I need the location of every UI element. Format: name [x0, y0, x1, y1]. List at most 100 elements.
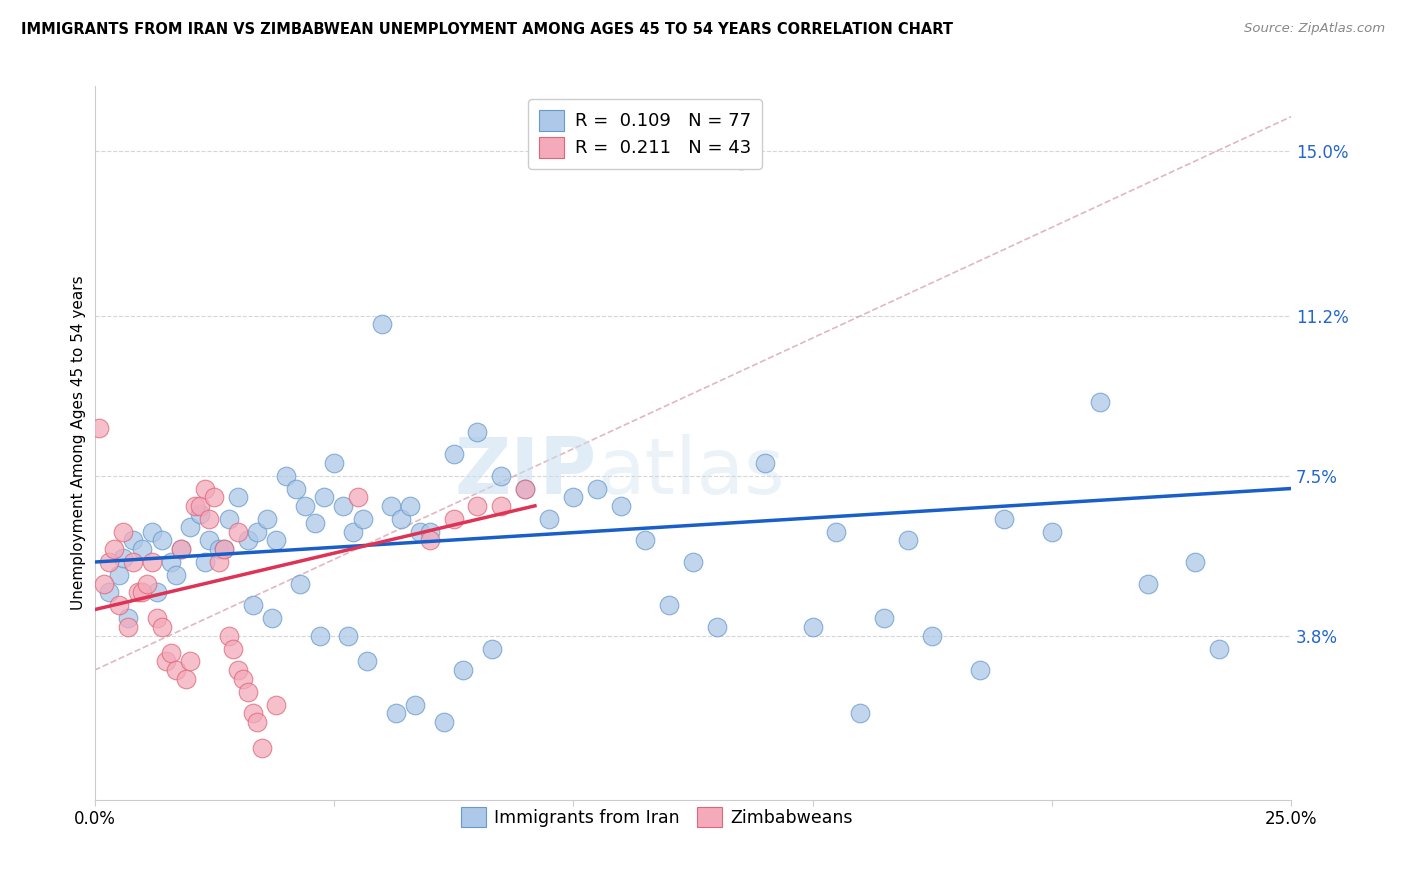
Point: [236, 685, 259, 699]
Point: [1088, 395, 1111, 409]
Point: [131, 542, 153, 557]
Point: [873, 611, 896, 625]
Point: [481, 641, 503, 656]
Point: [332, 499, 354, 513]
Point: [242, 599, 264, 613]
Point: [194, 555, 217, 569]
Point: [260, 611, 283, 625]
Point: [165, 568, 187, 582]
Point: [155, 655, 177, 669]
Text: Source: ZipAtlas.com: Source: ZipAtlas.com: [1244, 22, 1385, 36]
Point: [658, 599, 681, 613]
Point: [112, 550, 135, 565]
Point: [202, 490, 225, 504]
Point: [404, 698, 426, 712]
Point: [380, 499, 402, 513]
Point: [849, 706, 872, 721]
Point: [419, 524, 441, 539]
Point: [284, 482, 307, 496]
Y-axis label: Unemployment Among Ages 45 to 54 years: Unemployment Among Ages 45 to 54 years: [72, 276, 86, 610]
Point: [921, 628, 943, 642]
Point: [242, 706, 264, 721]
Point: [232, 672, 254, 686]
Point: [165, 663, 187, 677]
Point: [117, 620, 139, 634]
Point: [409, 524, 432, 539]
Point: [218, 512, 240, 526]
Point: [250, 741, 273, 756]
Point: [160, 646, 183, 660]
Text: IMMIGRANTS FROM IRAN VS ZIMBABWEAN UNEMPLOYMENT AMONG AGES 45 TO 54 YEARS CORREL: IMMIGRANTS FROM IRAN VS ZIMBABWEAN UNEMP…: [21, 22, 953, 37]
Point: [1208, 641, 1230, 656]
Point: [634, 533, 657, 548]
Point: [150, 620, 173, 634]
Point: [389, 512, 412, 526]
Point: [562, 490, 585, 504]
Point: [107, 568, 129, 582]
Point: [208, 542, 231, 557]
Point: [127, 585, 149, 599]
Point: [179, 655, 201, 669]
Point: [515, 482, 537, 496]
Point: [610, 499, 633, 513]
Point: [208, 555, 231, 569]
Point: [174, 672, 197, 686]
Point: [399, 499, 422, 513]
Point: [222, 641, 245, 656]
Point: [491, 468, 513, 483]
Point: [212, 542, 235, 557]
Point: [451, 663, 474, 677]
Point: [433, 714, 456, 729]
Point: [706, 620, 728, 634]
Point: [682, 555, 704, 569]
Point: [170, 542, 193, 557]
Point: [141, 555, 163, 569]
Text: atlas: atlas: [598, 434, 785, 509]
Point: [385, 706, 408, 721]
Point: [993, 512, 1015, 526]
Point: [97, 585, 120, 599]
Point: [198, 512, 221, 526]
Point: [897, 533, 920, 548]
Point: [342, 524, 364, 539]
Point: [146, 585, 169, 599]
Point: [112, 524, 135, 539]
Point: [107, 599, 129, 613]
Point: [586, 482, 609, 496]
Point: [352, 512, 374, 526]
Legend: Immigrants from Iran, Zimbabweans: Immigrants from Iran, Zimbabweans: [454, 800, 859, 834]
Point: [356, 655, 378, 669]
Point: [89, 421, 111, 435]
Point: [170, 542, 193, 557]
Point: [491, 499, 513, 513]
Text: ZIP: ZIP: [456, 434, 598, 509]
Point: [136, 576, 159, 591]
Point: [141, 524, 163, 539]
Point: [179, 520, 201, 534]
Point: [515, 482, 537, 496]
Point: [246, 714, 269, 729]
Point: [218, 628, 240, 642]
Point: [322, 456, 344, 470]
Point: [194, 482, 217, 496]
Point: [121, 533, 143, 548]
Point: [184, 499, 207, 513]
Point: [290, 576, 312, 591]
Point: [419, 533, 441, 548]
Point: [443, 447, 465, 461]
Point: [754, 456, 776, 470]
Point: [1184, 555, 1206, 569]
Point: [294, 499, 316, 513]
Point: [121, 555, 143, 569]
Point: [337, 628, 360, 642]
Point: [117, 611, 139, 625]
Point: [188, 499, 211, 513]
Point: [443, 512, 465, 526]
Point: [1136, 576, 1159, 591]
Point: [314, 490, 336, 504]
Point: [538, 512, 561, 526]
Point: [347, 490, 370, 504]
Point: [93, 576, 115, 591]
Point: [1040, 524, 1063, 539]
Point: [371, 317, 394, 331]
